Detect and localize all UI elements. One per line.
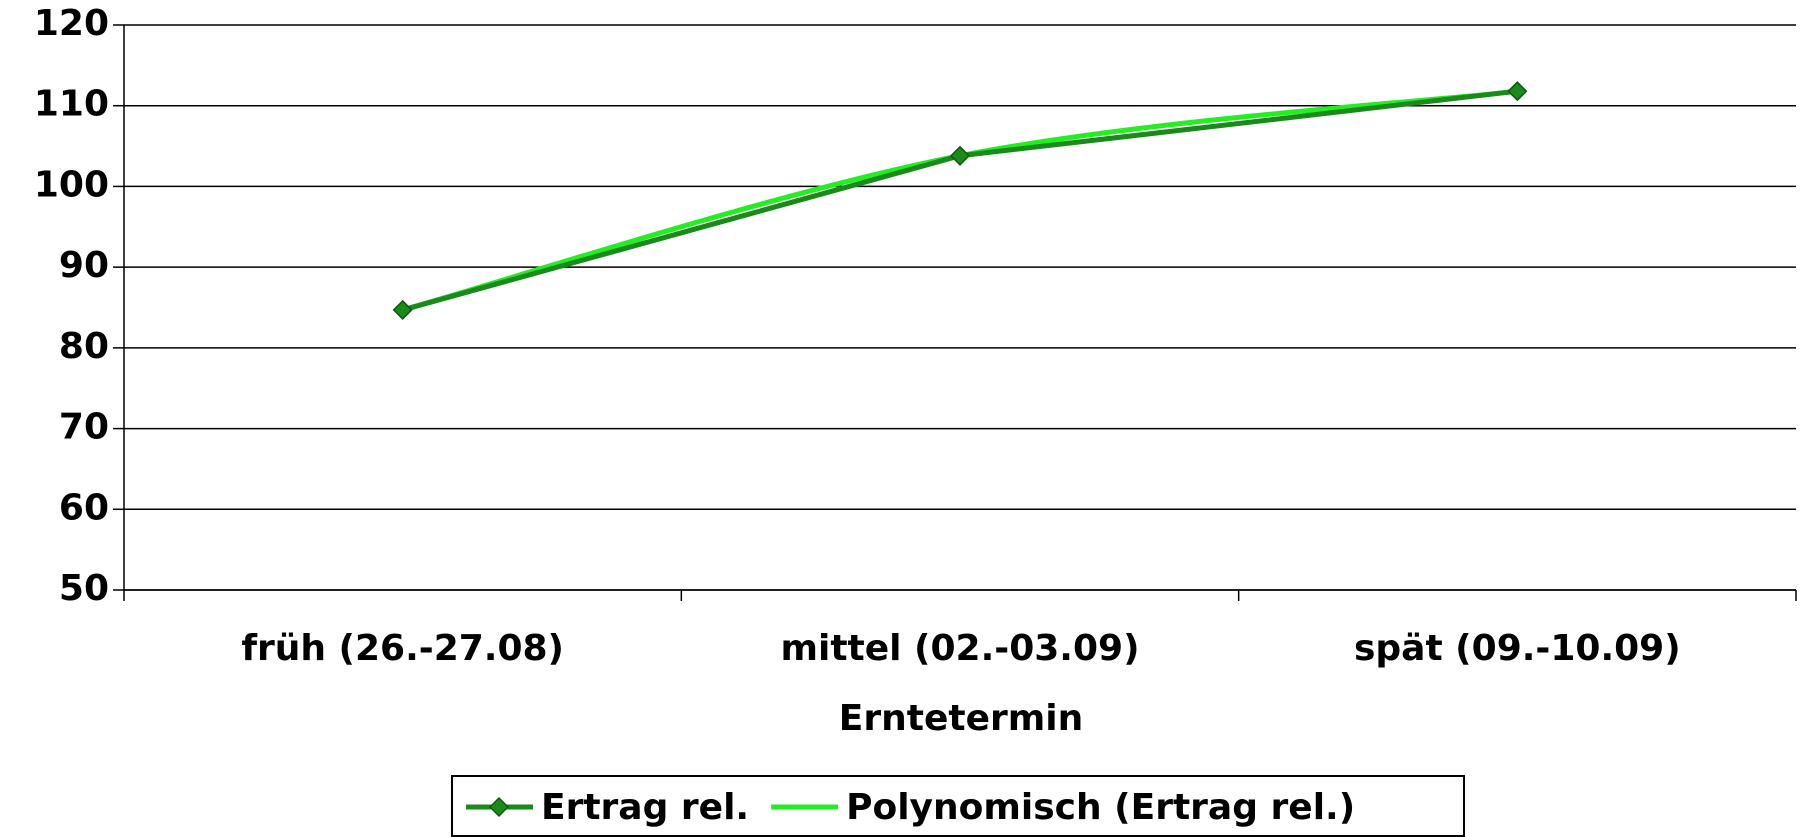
legend-label: Polynomisch (Ertrag rel.) — [846, 787, 1355, 828]
y-tick-label: 90 — [59, 245, 109, 286]
y-tick-label: 50 — [59, 568, 109, 609]
y-tick-label: 110 — [34, 84, 109, 125]
y-tick-label: 80 — [59, 326, 109, 367]
x-tick-label: mittel (02.-03.09) — [780, 628, 1139, 669]
series-line — [402, 88, 1518, 313]
y-tick-label: 60 — [59, 487, 109, 528]
x-tick-label: früh (26.-27.08) — [241, 628, 564, 669]
legend-label: Ertrag rel. — [541, 787, 749, 828]
marker — [1507, 81, 1528, 102]
y-tick-label: 120 — [34, 3, 109, 44]
x-axis-label: Erntetermin — [839, 698, 1083, 739]
marker — [949, 145, 971, 166]
legend-box — [451, 775, 1465, 837]
legend-marker — [488, 796, 510, 818]
y-tick-label: 100 — [34, 164, 109, 205]
marker — [392, 299, 413, 320]
series-line — [402, 88, 1518, 313]
y-tick-label: 70 — [59, 407, 109, 448]
x-tick-label: spät (09.-10.09) — [1354, 628, 1681, 669]
